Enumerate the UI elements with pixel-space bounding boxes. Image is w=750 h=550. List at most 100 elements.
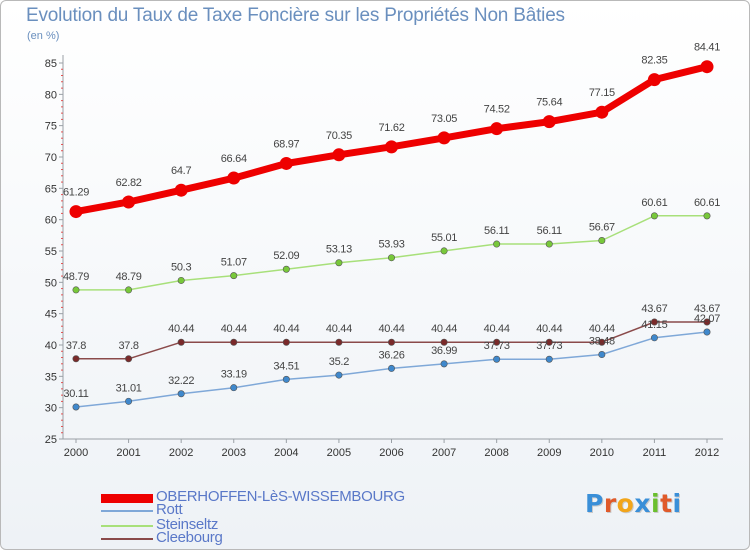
x-tick-label: 2009	[537, 447, 561, 459]
data-label-oberhoffen: 71.62	[378, 122, 404, 134]
data-label-oberhoffen: 61.29	[63, 187, 89, 199]
data-label-cleebourg: 40.44	[378, 323, 404, 335]
x-tick-label: 2005	[327, 447, 351, 459]
data-point-cleebourg	[440, 338, 448, 346]
data-point-oberhoffen	[437, 131, 451, 145]
data-point-oberhoffen	[227, 171, 241, 185]
data-label-steinseltz: 55.01	[431, 232, 457, 244]
data-label-rott: 31.01	[116, 382, 142, 394]
data-label-oberhoffen: 62.82	[116, 177, 142, 189]
logo-letter: r	[603, 489, 617, 518]
data-point-rott	[230, 384, 238, 392]
data-point-cleebourg	[703, 318, 711, 326]
data-point-steinseltz	[230, 272, 238, 280]
legend-swatch	[101, 525, 153, 527]
data-point-cleebourg	[230, 338, 238, 346]
legend-swatch	[101, 494, 153, 503]
data-label-cleebourg: 43.67	[641, 303, 667, 315]
data-point-rott	[440, 360, 448, 368]
data-label-rott: 36.26	[378, 349, 404, 361]
logo-letter: t	[660, 489, 673, 518]
data-label-oberhoffen: 68.97	[273, 138, 299, 150]
x-tick-label: 2001	[116, 447, 140, 459]
logo-letter: i	[651, 489, 661, 518]
data-label-rott: 30.11	[63, 388, 88, 400]
data-point-steinseltz	[177, 276, 185, 284]
data-point-rott	[650, 334, 658, 342]
legend-label: Rott	[156, 501, 183, 518]
data-label-rott: 33.19	[221, 369, 247, 381]
data-label-cleebourg: 40.44	[484, 323, 510, 335]
data-label-oberhoffen: 84.41	[694, 42, 720, 54]
data-point-steinseltz	[125, 286, 133, 294]
data-point-cleebourg	[493, 338, 501, 346]
data-label-rott: 34.51	[273, 360, 299, 372]
y-tick-label: 30	[45, 403, 57, 415]
data-point-cleebourg	[650, 318, 658, 326]
data-label-steinseltz: 48.79	[63, 271, 89, 283]
x-tick-label: 2000	[64, 447, 88, 459]
y-tick-label: 55	[45, 246, 57, 258]
data-point-steinseltz	[650, 212, 658, 220]
y-tick-label: 85	[45, 58, 57, 70]
data-point-oberhoffen	[174, 183, 188, 197]
data-point-rott	[493, 355, 501, 363]
data-label-oberhoffen: 75.64	[536, 97, 562, 109]
x-tick-label: 2008	[484, 447, 508, 459]
data-label-steinseltz: 53.93	[378, 239, 404, 251]
data-label-cleebourg: 37.8	[118, 340, 138, 352]
data-label-steinseltz: 50.3	[171, 261, 191, 273]
x-tick-label: 2010	[590, 447, 614, 459]
data-label-rott: 36.99	[431, 345, 457, 357]
data-label-steinseltz: 56.67	[589, 222, 615, 234]
data-point-cleebourg	[177, 338, 185, 346]
data-label-oberhoffen: 64.7	[171, 165, 191, 177]
data-point-rott	[125, 397, 133, 405]
legend-swatch	[101, 510, 153, 512]
legend-label: OBERHOFFEN-LèS-WISSEMBOURG	[156, 488, 405, 505]
data-point-rott	[703, 328, 711, 336]
y-tick-label: 60	[45, 215, 57, 227]
data-label-rott: 41.15	[641, 319, 667, 331]
data-label-cleebourg: 40.44	[589, 323, 615, 335]
data-label-oberhoffen: 77.15	[589, 87, 615, 99]
data-label-steinseltz: 56.11	[537, 225, 562, 237]
legend-label: Steinseltz	[156, 516, 219, 533]
unit-label: (en %)	[27, 30, 60, 42]
x-tick-label: 2004	[274, 447, 298, 459]
data-point-steinseltz	[282, 265, 290, 273]
data-label-rott: 32.22	[168, 375, 194, 387]
y-tick-label: 50	[45, 277, 57, 289]
data-label-steinseltz: 52.09	[273, 250, 299, 262]
y-tick-label: 75	[45, 121, 57, 133]
data-point-steinseltz	[703, 212, 711, 220]
data-point-oberhoffen	[69, 205, 83, 219]
data-point-cleebourg	[282, 338, 290, 346]
data-point-steinseltz	[440, 247, 448, 255]
x-tick-label: 2011	[643, 447, 667, 459]
data-point-steinseltz	[387, 254, 395, 262]
data-point-cleebourg	[598, 338, 606, 346]
data-label-steinseltz: 56.11	[484, 225, 509, 237]
data-point-rott	[335, 371, 343, 379]
data-point-oberhoffen	[647, 73, 661, 87]
data-point-oberhoffen	[122, 195, 136, 209]
x-tick-label: 2012	[695, 447, 719, 459]
data-label-steinseltz: 60.61	[641, 197, 667, 209]
data-label-steinseltz: 48.79	[116, 271, 142, 283]
y-tick-label: 35	[45, 371, 57, 383]
logo-letter: o	[616, 489, 635, 518]
data-label-steinseltz: 51.07	[221, 257, 247, 269]
data-label-rott: 38.48	[589, 336, 615, 348]
data-point-steinseltz	[72, 286, 80, 294]
x-tick-label: 2003	[222, 447, 246, 459]
y-tick-label: 45	[45, 309, 57, 321]
data-label-oberhoffen: 70.35	[326, 130, 352, 142]
legend-swatch	[101, 538, 153, 540]
chart-title: Evolution du Taux de Taxe Foncière sur l…	[26, 5, 565, 26]
legend-item-cleebourg: Cleebourg	[101, 529, 501, 546]
data-point-rott	[282, 375, 290, 383]
data-label-rott: 37.73	[484, 340, 510, 352]
